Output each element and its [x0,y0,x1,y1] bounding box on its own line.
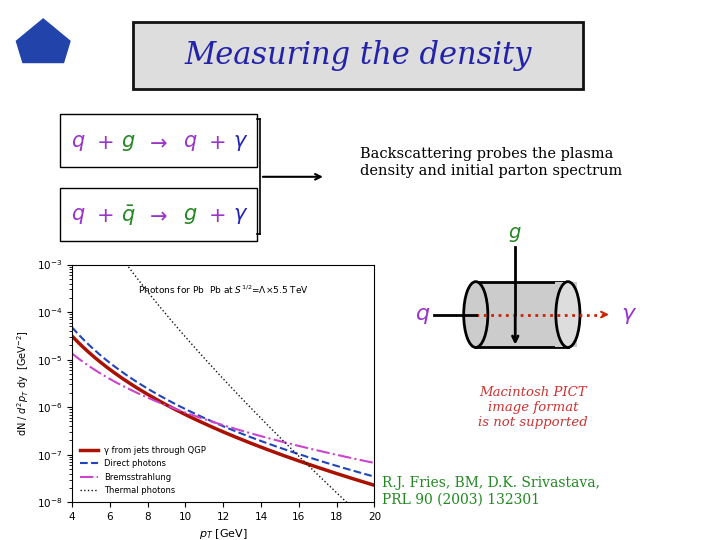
Thermal photons [342,498,351,505]
Direct photons [370,474,379,480]
Bremsstrahlung [370,460,379,466]
Bremsstrahlung [323,449,331,456]
Bremsstrahlung [68,350,76,357]
Direct photons [247,434,256,441]
Line: Direct photons: Direct photons [72,327,374,477]
Direct photons [323,460,331,466]
Text: R.J. Fries, BM, D.K. Srivastava,
PRL 90 (2003) 132301: R.J. Fries, BM, D.K. Srivastava, PRL 90 … [382,476,600,507]
Text: $\gamma$: $\gamma$ [233,133,248,153]
Text: $+$: $+$ [208,207,225,226]
Bar [476,282,568,347]
Legend: γ from jets through QGP, Direct photons, Bremsstrahlung, Thermal photons: γ from jets through QGP, Direct photons,… [76,443,210,498]
Thermal photons [68,179,77,186]
γ from jets through QGP [342,474,351,480]
Text: $\rightarrow$: $\rightarrow$ [145,207,168,226]
Direct photons [342,465,351,472]
γ from jets through QGP [68,334,77,340]
Text: $g$: $g$ [120,133,135,153]
Text: $g$: $g$ [184,206,198,226]
Bremsstrahlung [248,430,256,437]
Thermal photons [253,411,261,417]
Text: $\bar{q}$: $\bar{q}$ [120,204,135,228]
γ from jets through QGP [323,467,331,474]
Direct photons [253,436,261,443]
Text: $q$: $q$ [71,206,86,226]
Ellipse shape [464,282,488,347]
Text: $q$: $q$ [415,303,431,326]
Text: $\rightarrow$: $\rightarrow$ [145,133,168,153]
Text: Macintosh PICT
image format
is not supported: Macintosh PICT image format is not suppo… [478,386,588,429]
Polygon shape [14,17,72,64]
X-axis label: $p_T$ [GeV]: $p_T$ [GeV] [199,528,248,540]
Thermal photons [370,525,379,531]
Thermal photons [247,405,256,411]
Bremsstrahlung [68,351,77,357]
Direct photons [68,325,77,332]
Y-axis label: dN / $d^2p_T$ dy  [GeV$^{-2}$]: dN / $d^2p_T$ dy [GeV$^{-2}$] [15,330,31,436]
Direct photons [68,324,76,330]
Line: Bremsstrahlung: Bremsstrahlung [72,354,374,463]
Thermal photons [68,178,76,184]
Direct photons [248,435,256,441]
γ from jets through QGP [370,482,379,489]
Text: $+$: $+$ [208,133,225,153]
Text: $q$: $q$ [71,133,86,153]
γ from jets through QGP [248,441,256,447]
Thermal photons [323,480,331,487]
Bremsstrahlung [342,454,351,460]
Text: $+$: $+$ [96,133,113,153]
Ellipse shape [556,282,580,347]
FancyBboxPatch shape [60,188,257,241]
Line: Thermal photons: Thermal photons [72,181,374,528]
γ from jets through QGP [247,440,256,447]
FancyBboxPatch shape [133,22,583,89]
Bremsstrahlung [253,432,261,438]
γ from jets through QGP [253,442,261,449]
Text: $q$: $q$ [184,133,198,153]
Text: $\gamma$: $\gamma$ [621,303,637,326]
γ from jets through QGP [68,333,76,339]
Text: Backscattering probes the plasma
density and initial parton spectrum: Backscattering probes the plasma density… [360,147,622,178]
Bar [554,282,577,347]
Text: $\gamma$: $\gamma$ [233,206,248,226]
Text: Measuring the density: Measuring the density [184,40,532,71]
Thermal photons [248,406,256,413]
Text: $g$: $g$ [508,225,522,244]
Line: γ from jets through QGP: γ from jets through QGP [72,336,374,485]
FancyBboxPatch shape [60,113,257,167]
Bremsstrahlung [247,430,256,437]
Text: Photons for Pb  Pb at $S^{1/2}$=$\Lambda$$\times$5.5 TeV: Photons for Pb Pb at $S^{1/2}$=$\Lambda$… [138,284,309,296]
Text: $+$: $+$ [96,207,113,226]
